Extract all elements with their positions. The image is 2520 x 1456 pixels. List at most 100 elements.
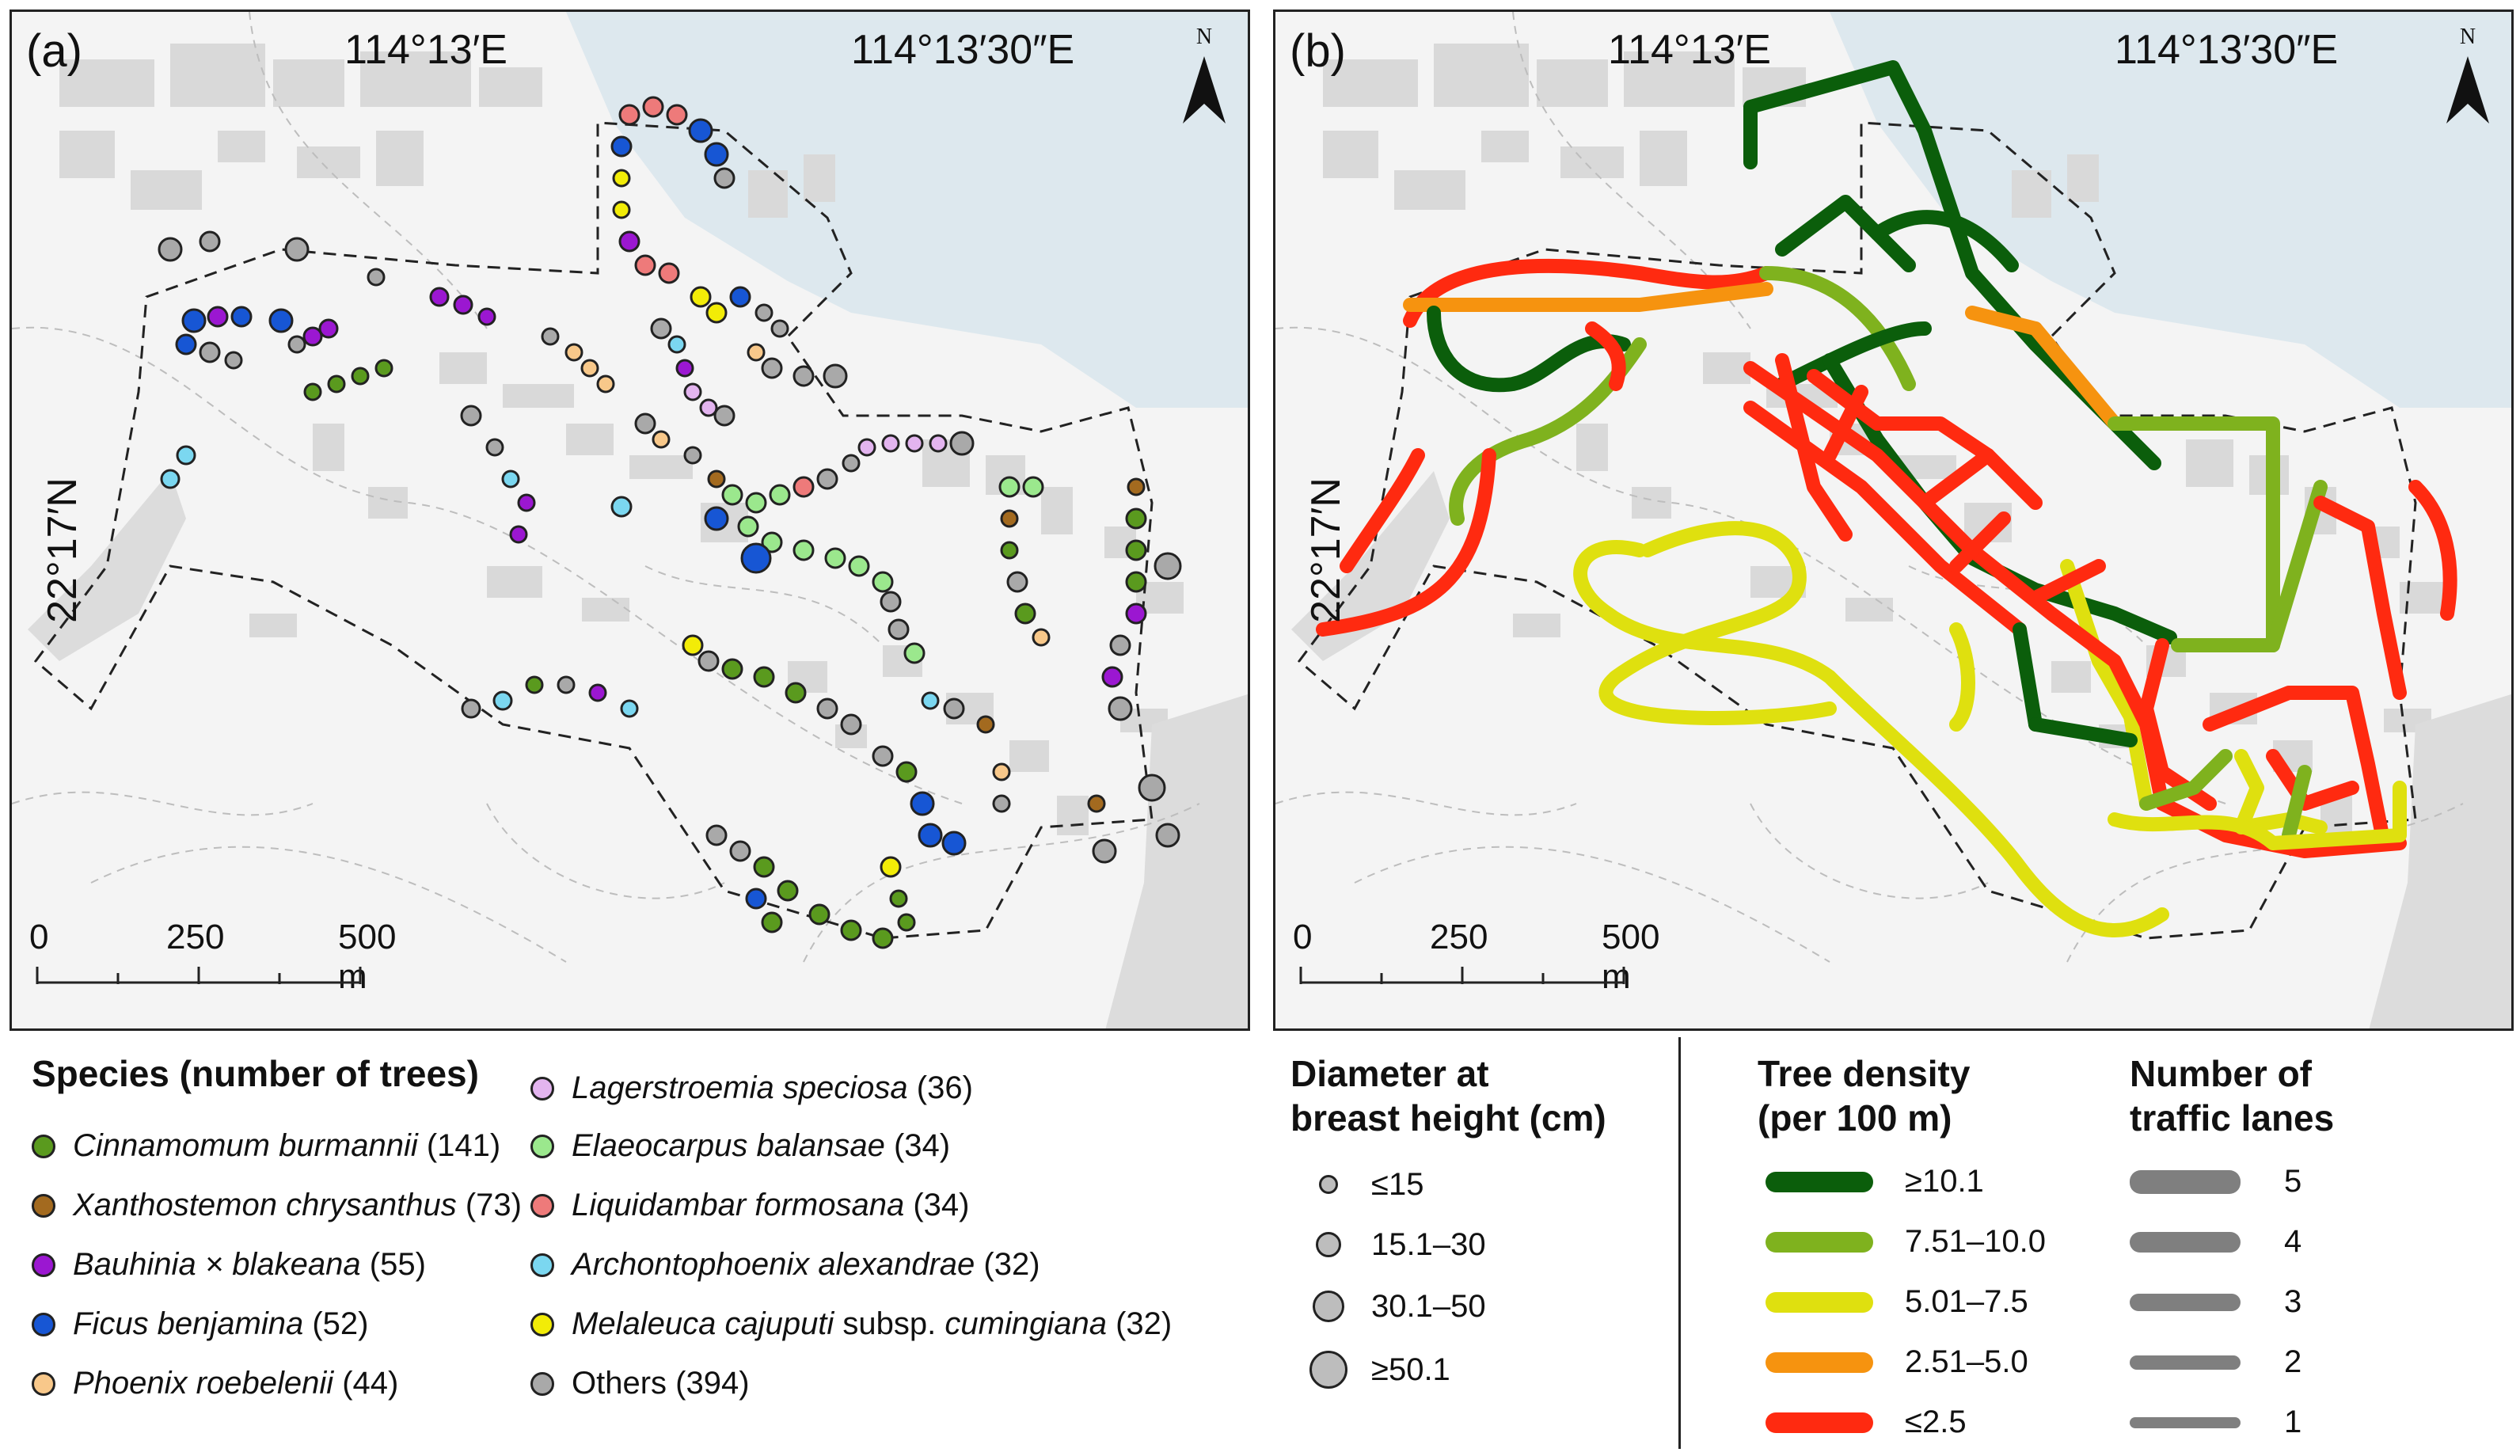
building [1560, 146, 1624, 178]
building [1323, 59, 1418, 107]
building [2067, 154, 2099, 202]
lane-swatch [2130, 1416, 2241, 1428]
tree-point [453, 295, 473, 315]
panel-label: (a) [26, 25, 82, 77]
tree-point [777, 880, 799, 902]
road-segment [1573, 540, 2169, 937]
scale-tick-500: 500 m [338, 918, 397, 996]
lane-label: 4 [2284, 1224, 2302, 1259]
road-segment [1775, 321, 1932, 391]
contour-line [486, 803, 725, 899]
tree-point [303, 382, 322, 401]
tree-point [699, 398, 718, 417]
tree-point [429, 287, 450, 307]
species-swatch [32, 1253, 55, 1277]
tree-point [610, 496, 633, 518]
tree-point [557, 675, 576, 694]
species-swatch [530, 1371, 554, 1396]
species-map [12, 12, 1248, 1028]
tree-point [704, 506, 729, 531]
contour-line [1750, 803, 1989, 899]
building [1845, 598, 1893, 622]
tree-point [268, 308, 294, 333]
tree-point [650, 317, 672, 340]
tree-point [761, 911, 783, 933]
road-segment [2282, 765, 2312, 842]
species-legend-item: Xanthostemon chrysanthus (73) [32, 1188, 522, 1223]
tree-point [881, 434, 900, 453]
tree-point [823, 363, 848, 389]
species-name: Archontophoenix alexandrae [572, 1247, 975, 1282]
tree-point [769, 484, 791, 506]
building [376, 131, 424, 186]
tree-point [230, 306, 253, 328]
species-legend-item: Bauhinia × blakeana (55) [32, 1247, 426, 1283]
road-segment [2171, 480, 2328, 652]
species-count: (32) [975, 1247, 1040, 1282]
tree-point [949, 431, 975, 456]
tree-point [224, 351, 243, 370]
tree-point [792, 476, 815, 498]
tree-point [740, 542, 772, 574]
tree-point [721, 484, 743, 506]
species-name: Elaeocarpus balansae [572, 1128, 885, 1163]
tree-point [992, 794, 1011, 813]
dbh-title-line1: Diameter at [1290, 1053, 1489, 1094]
dbh-label-4: ≥50.1 [1371, 1352, 1450, 1387]
road-segment [2013, 622, 2043, 732]
tree-point [525, 675, 544, 694]
tree-point [840, 713, 862, 736]
road-segment [1403, 258, 1773, 328]
species-swatch [530, 1134, 554, 1158]
tree-point [770, 319, 789, 338]
road-segment [1965, 306, 2043, 336]
north-arrow-shape [1183, 56, 1226, 124]
contour-line [1275, 791, 1577, 816]
tree-point [895, 761, 918, 783]
tree-point [1014, 603, 1036, 625]
tree-point [729, 840, 751, 862]
road-segment [1427, 306, 1631, 393]
road-segment [1340, 448, 1425, 573]
tree-point [1087, 794, 1106, 813]
building [297, 146, 360, 178]
tree-point [1000, 541, 1019, 560]
road-segment [1949, 622, 1975, 732]
road-segment [1403, 282, 1773, 312]
contour-line [12, 326, 963, 804]
north-arrow-shape [2446, 56, 2489, 124]
species-swatch [32, 1371, 55, 1396]
building [439, 352, 487, 384]
tree-point [351, 367, 370, 386]
building-block-large [2369, 694, 2511, 1028]
tree-point [998, 476, 1021, 498]
tree-point [992, 762, 1011, 781]
tree-point [857, 438, 876, 457]
tree-point [367, 268, 386, 287]
species-swatch [530, 1312, 554, 1336]
contour-line [12, 791, 314, 816]
road-segment [2203, 686, 2391, 850]
map-panel-density: (b) 114°13′E 114°13′30″E 22°17′N N 0 250… [1273, 10, 2514, 1031]
species-legend-item: Archontophoenix alexandrae (32) [530, 1247, 1040, 1283]
contour-line [644, 565, 884, 646]
road-segment [2028, 717, 2138, 747]
tree-point [1125, 571, 1147, 593]
road-segment [2060, 559, 2153, 811]
density-legend-item: 5.01–7.5 [1766, 1284, 2028, 1320]
tree-point [634, 254, 656, 276]
dbh-circle-xlarge [1309, 1351, 1347, 1389]
tree-point [284, 237, 310, 262]
species-legend-item: Ficus benjamina (52) [32, 1306, 369, 1342]
building [1576, 424, 1608, 471]
longitude-label-1: 114°13′E [344, 27, 507, 73]
density-swatch [1766, 1291, 1873, 1313]
tree-point [287, 335, 306, 354]
building [487, 566, 542, 598]
tree-point [1154, 552, 1182, 580]
tree-point [872, 571, 894, 593]
road-segment [1775, 353, 1853, 542]
tree-point [501, 469, 520, 489]
species-name-extra: subsp. [834, 1306, 945, 1341]
road-segment [1775, 195, 1916, 272]
